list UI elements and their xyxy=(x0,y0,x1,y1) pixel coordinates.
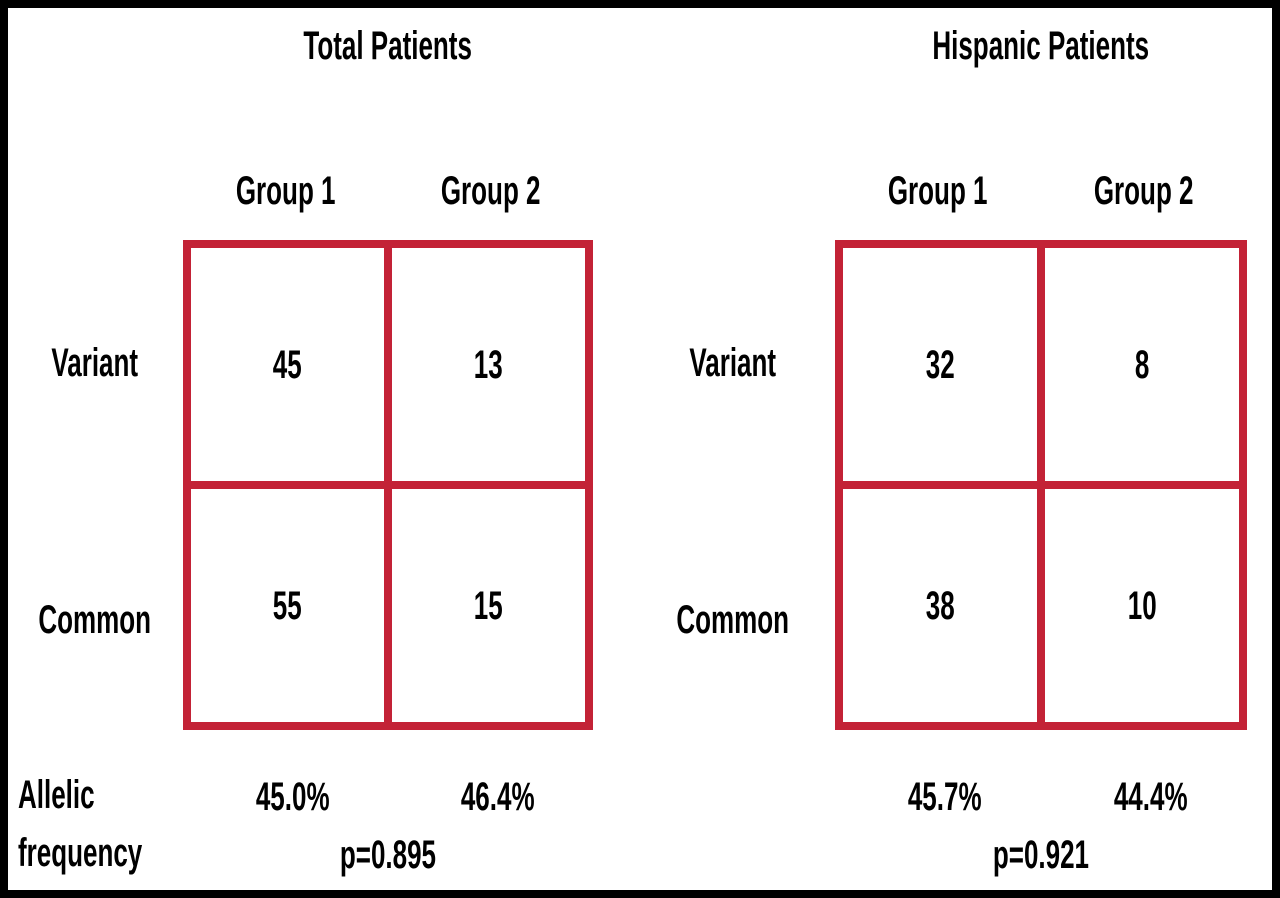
column-header-group1: Group 1 xyxy=(888,169,988,213)
table-cell-variant-group1: 45 xyxy=(191,248,384,481)
panel-hispanic-patients: Hispanic Patients Group 1 Group 2 Varian… xyxy=(677,0,1247,898)
p-value-total: p=0.895 xyxy=(339,833,437,877)
column-header-group1: Group 1 xyxy=(235,169,336,213)
panel-title-hispanic: Hispanic Patients xyxy=(835,24,1247,68)
table-cell-variant-group2: 8 xyxy=(1045,248,1239,481)
table-cell-common-group2: 10 xyxy=(1045,489,1239,722)
row-label-variant: Variant xyxy=(689,341,777,385)
table-cell-variant-group2: 13 xyxy=(392,248,585,481)
table-cell-common-group1: 55 xyxy=(191,489,384,722)
p-value-hispanic: p=0.921 xyxy=(992,833,1090,877)
allelic-frequency-label-line1: Allelic xyxy=(18,773,95,817)
panel-title-text: Hispanic Patients xyxy=(932,24,1150,68)
allelic-frequency-value-group1: 45.7% xyxy=(908,775,982,819)
allelic-frequency-label-line2: frequency xyxy=(18,831,143,875)
allelic-frequency-value-group2: 44.4% xyxy=(1114,775,1188,819)
contingency-table-total: 45 13 55 15 xyxy=(183,240,593,730)
allelic-frequency-value-group2: 46.4% xyxy=(460,775,535,819)
panel-total-patients: Total Patients Group 1 Group 2 Variant C… xyxy=(39,0,593,898)
allelic-frequency-value-group1: 45.0% xyxy=(255,775,330,819)
column-header-group2: Group 2 xyxy=(440,169,541,213)
contingency-table-hispanic: 32 8 38 10 xyxy=(835,240,1247,730)
table-cell-common-group1: 38 xyxy=(843,489,1037,722)
row-label-common: Common xyxy=(676,598,790,642)
row-label-common: Common xyxy=(38,598,152,642)
table-cell-variant-group1: 32 xyxy=(843,248,1037,481)
column-header-group2: Group 2 xyxy=(1094,169,1194,213)
panel-title-total: Total Patients xyxy=(183,24,593,68)
row-label-variant: Variant xyxy=(51,341,139,385)
panel-title-text: Total Patients xyxy=(303,24,473,68)
table-cell-common-group2: 15 xyxy=(392,489,585,722)
